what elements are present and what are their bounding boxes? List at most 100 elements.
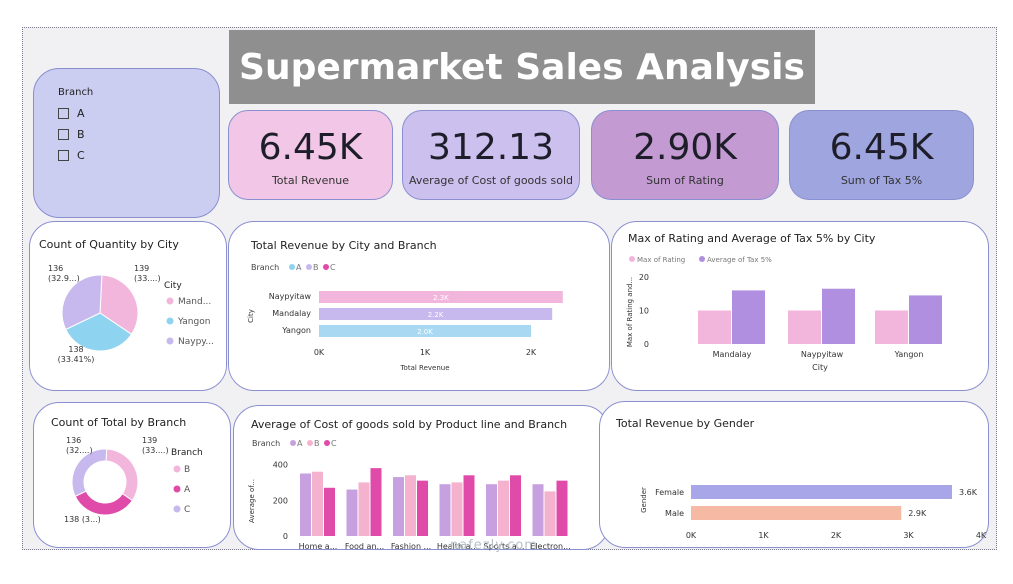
axis-tick-label: Food an...: [345, 542, 384, 551]
axis-tick-label: Female: [655, 488, 684, 497]
legend-marker: [323, 264, 329, 270]
kpi-caption: Total Revenue: [271, 174, 350, 187]
column-chart: Max of Rating Average of Tax 5% 20 10 0 Max o…: [626, 256, 942, 372]
axis-tick-label: Health a...: [437, 542, 478, 551]
axis-tick-label: Mandalay: [713, 350, 752, 359]
legend-label: Mand...: [178, 297, 211, 307]
legend-title: Branch: [252, 439, 280, 448]
legend-label: A: [184, 485, 191, 495]
axis-tick-label: 0K: [686, 531, 697, 540]
slicer-option-c[interactable]: C: [58, 149, 85, 162]
bar-male: [691, 506, 902, 520]
data-label: 2.3K: [433, 294, 449, 302]
legend-title: Branch: [171, 448, 203, 458]
column-mandalay: [732, 290, 765, 344]
data-label: (33.41%): [58, 355, 95, 364]
axis-tick-label: Electron...: [530, 542, 570, 551]
legend-label: Max of Rating: [637, 256, 685, 264]
axis-tick-label: Mandalay: [272, 309, 311, 318]
axis-tick-label: 10: [639, 307, 649, 316]
chart-rating-tax-by-city[interactable]: Max of Rating and Average of Tax 5% by C…: [611, 221, 989, 391]
data-label: 138: [68, 345, 83, 354]
watermark-text: nafezly.com: [450, 538, 538, 553]
checkbox-icon[interactable]: [58, 108, 69, 119]
column-fashion: [405, 475, 416, 536]
chart-title: Count of Quantity by City: [39, 238, 179, 251]
legend-marker: [324, 440, 330, 446]
legend-label: Yangon: [177, 317, 210, 327]
legend-title: City: [164, 281, 182, 291]
x-axis-title: City: [812, 363, 828, 372]
data-label: (32.9...): [48, 274, 80, 283]
axis-tick-label: 2K: [831, 531, 842, 540]
legend-label: A: [296, 263, 302, 272]
column-sportsa: [486, 484, 497, 536]
legend-marker: [173, 485, 181, 493]
pie-slice-naypy: [61, 274, 103, 331]
legend-marker: [166, 337, 174, 345]
data-label: (33....): [142, 446, 169, 455]
data-label: 139: [134, 264, 149, 273]
slicer-option-b[interactable]: B: [58, 128, 85, 141]
data-label: 2.2K: [428, 311, 444, 319]
pie-slice-b: [105, 448, 139, 502]
pie-slice-a: [74, 490, 134, 516]
data-label: 138 (3...): [64, 515, 101, 524]
pie-chart: 139(33....) 138(33.41%) 136(32.9...) City Ma…: [48, 264, 214, 364]
chart-cogs-by-product-line[interactable]: Average of Cost of goods sold by Product…: [233, 405, 609, 551]
chart-quantity-by-city[interactable]: Count of Quantity by City 139 (33....) 138…: [29, 221, 227, 391]
axis-tick-label: Male: [665, 509, 684, 518]
axis-tick-label: Naypyitaw: [801, 350, 844, 359]
legend-marker: [307, 440, 313, 446]
column-healtha: [463, 475, 475, 536]
legend-marker: [173, 465, 181, 473]
data-label: 136: [66, 436, 81, 445]
data-label: 3.6K: [959, 488, 978, 497]
pie-slice-c: [71, 448, 108, 497]
pie-slice-mand: [99, 274, 139, 335]
column-electron: [556, 480, 568, 536]
data-label: 136: [48, 264, 63, 273]
data-label: 139: [142, 436, 157, 445]
legend-label: Naypy...: [178, 337, 214, 347]
bar-naypyitaw: [319, 291, 563, 303]
legend-marker: [699, 256, 705, 262]
column-yangon: [875, 310, 908, 344]
slicer-option-a[interactable]: A: [58, 107, 85, 120]
column-sportsa: [498, 480, 509, 536]
column-naypyitaw: [822, 288, 855, 344]
chart-title: Total Revenue by City and Branch: [251, 239, 437, 252]
bar-chart: Branch A B C Naypyitaw 2.3K Mandalay 2.2K Yangon…: [247, 263, 563, 372]
branch-slicer[interactable]: Branch A B C: [33, 68, 220, 218]
axis-tick-label: 1K: [758, 531, 769, 540]
legend-title: Branch: [251, 263, 279, 272]
data-label: 2.0K: [417, 328, 433, 336]
legend-label: C: [184, 505, 190, 515]
column-homea: [324, 487, 335, 536]
data-label: 2.9K: [908, 509, 927, 518]
axis-tick-label: 2K: [526, 348, 537, 357]
axis-tick-label: Yangon: [281, 326, 311, 335]
kpi-sum-rating: 2.90K Sum of Rating: [591, 110, 779, 200]
y-axis-title: City: [247, 309, 255, 323]
checkbox-icon[interactable]: [58, 129, 69, 140]
column-foodan: [358, 482, 370, 536]
chart-revenue-by-gender[interactable]: Total Revenue by Gender Gender Female 3.6K…: [599, 401, 989, 548]
chart-total-by-branch[interactable]: Count of Total by Branch 139 (33....) 138 …: [33, 402, 231, 548]
axis-tick-label: Yangon: [894, 350, 924, 359]
legend-marker: [289, 264, 295, 270]
chart-title: Total Revenue by Gender: [616, 417, 755, 430]
chart-title: Max of Rating and Average of Tax 5% by C…: [628, 232, 876, 245]
y-axis-title: Max of Rating and...: [626, 277, 634, 347]
column-yangon: [909, 295, 942, 344]
column-sportsa: [510, 475, 521, 536]
chart-revenue-by-city[interactable]: Total Revenue by City and Branch Branch A…: [228, 221, 610, 391]
bar-mandalay: [319, 308, 553, 320]
axis-tick-label: 1K: [420, 348, 431, 357]
axis-tick-label: Fashion ...: [391, 542, 431, 551]
checkbox-icon[interactable]: [58, 150, 69, 161]
axis-tick-label: 0: [283, 532, 288, 541]
legend-marker: [173, 505, 181, 513]
legend-marker: [629, 256, 635, 262]
bar-female: [691, 485, 952, 499]
